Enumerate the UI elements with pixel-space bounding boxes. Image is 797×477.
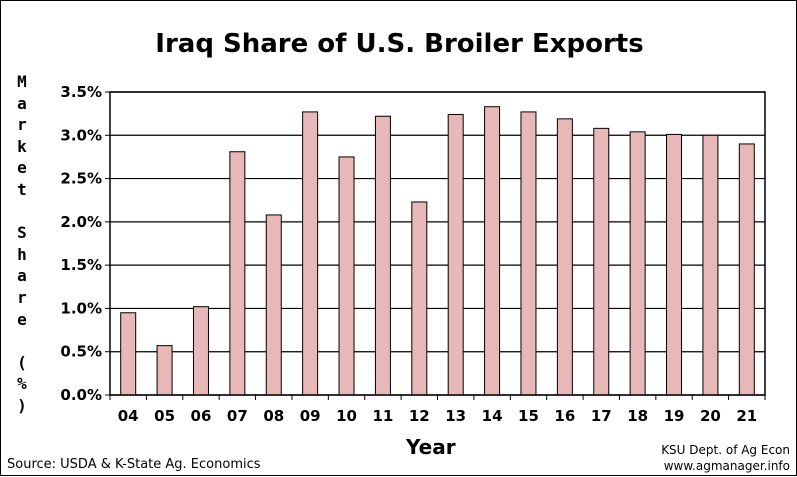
x-tick-label: 11 (372, 407, 393, 425)
x-tick-label: 18 (627, 407, 648, 425)
x-tick-label: 12 (409, 407, 430, 425)
bar (556, 118, 573, 396)
y-axis-label-char: ) (17, 395, 27, 415)
bar (265, 214, 282, 396)
x-tick-label: 21 (736, 407, 757, 425)
x-tick-label: 05 (154, 407, 175, 425)
credit-line-2: www.agmanager.info (663, 459, 790, 473)
bar (411, 201, 428, 396)
y-axis-label-char: r (17, 287, 27, 307)
bar (593, 127, 610, 396)
y-axis-label-char: S (17, 223, 27, 243)
bar (302, 111, 319, 396)
y-tick-label: 0.0% (60, 386, 102, 404)
y-axis-label-char: e (17, 158, 27, 178)
x-tick-label: 04 (118, 407, 139, 425)
y-tick-label: 0.5% (60, 343, 102, 361)
y-tick-label: 1.5% (60, 256, 102, 274)
bar (447, 114, 464, 396)
x-tick-label: 07 (227, 407, 248, 425)
bar (484, 106, 501, 396)
x-tick-label: 13 (445, 407, 466, 425)
x-tick-label: 17 (591, 407, 612, 425)
bar (738, 143, 755, 396)
bar (520, 111, 537, 396)
y-tick-label: 3.0% (60, 126, 102, 144)
y-axis-label-char: ( (17, 352, 27, 372)
x-tick-label: 20 (700, 407, 721, 425)
y-axis-label-char: e (17, 309, 27, 329)
y-tick-label: 2.0% (60, 213, 102, 231)
y-tick-label: 1.0% (60, 299, 102, 317)
chart-title: Iraq Share of U.S. Broiler Exports (155, 29, 644, 59)
bar (702, 134, 719, 396)
y-axis-label-char: % (17, 374, 27, 394)
bar (192, 306, 209, 396)
plot-border (109, 91, 766, 396)
bar (338, 156, 355, 396)
x-axis-label: Year (406, 435, 456, 459)
x-tick-label: 19 (664, 407, 685, 425)
y-axis-label-char: a (17, 93, 27, 113)
x-tick-label: 06 (191, 407, 212, 425)
y-axis-label-char: h (17, 244, 27, 264)
y-axis-label-char: k (17, 136, 27, 156)
x-tick-label: 15 (518, 407, 539, 425)
x-tick-label: 16 (554, 407, 575, 425)
y-axis-label-char: a (17, 266, 27, 286)
y-axis-label-char: M (17, 72, 27, 91)
y-tick-label: 3.5% (60, 83, 102, 101)
source-note: Source: USDA & K-State Ag. Economics (7, 457, 261, 472)
bar (120, 312, 137, 396)
plot-area (110, 92, 765, 395)
bar (629, 131, 646, 396)
credit-note: KSU Dept. of Ag Econ www.agmanager.info (661, 442, 790, 474)
x-tick-label: 09 (300, 407, 321, 425)
x-tick-label: 08 (263, 407, 284, 425)
x-tick-label: 10 (336, 407, 357, 425)
y-axis-label-char: t (17, 179, 27, 199)
x-tick-label: 14 (482, 407, 503, 425)
credit-line-1: KSU Dept. of Ag Econ (661, 443, 790, 457)
bar (156, 345, 173, 396)
y-tick-label: 2.5% (60, 170, 102, 188)
bar (666, 133, 683, 396)
y-axis-label-char: r (17, 115, 27, 135)
bar (229, 151, 246, 396)
bar (374, 115, 391, 396)
